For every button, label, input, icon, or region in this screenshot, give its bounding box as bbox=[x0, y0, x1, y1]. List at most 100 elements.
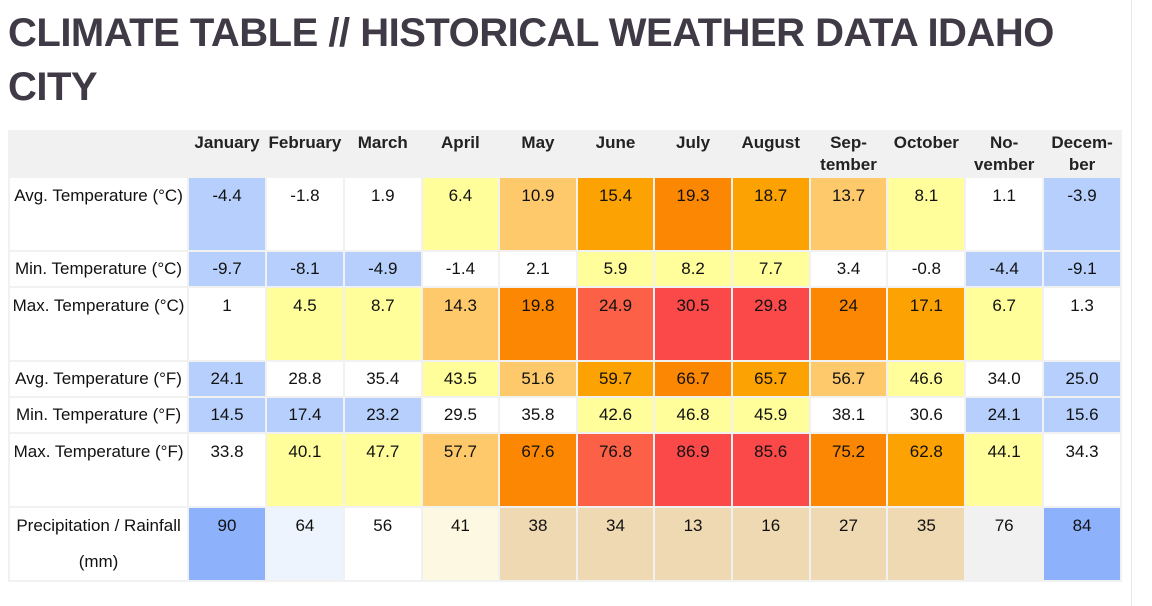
page-edge-divider bbox=[1131, 0, 1132, 606]
value-cell: -0.8 bbox=[888, 252, 965, 286]
value-cell: 75.2 bbox=[810, 434, 887, 506]
value-cell: 3.4 bbox=[810, 252, 887, 286]
value-cell: 23.2 bbox=[344, 398, 421, 432]
value-cell: 27 bbox=[810, 508, 887, 580]
value-cell: 76 bbox=[966, 508, 1043, 580]
row-label: Max. Temperature (°F) bbox=[10, 434, 188, 506]
value-cell: 38.1 bbox=[810, 398, 887, 432]
month-header: October bbox=[888, 132, 965, 176]
month-header: January bbox=[189, 132, 265, 176]
value-cell: 29.5 bbox=[422, 398, 499, 432]
value-cell: 67.6 bbox=[500, 434, 576, 506]
value-cell: 84 bbox=[1044, 508, 1120, 580]
month-header: August bbox=[732, 132, 809, 176]
climate-row: Avg. Temperature (°F) 24.1 28.8 35.4 43.5 51.… bbox=[10, 362, 1120, 396]
value-cell: 1 bbox=[189, 288, 265, 360]
value-cell: 66.7 bbox=[655, 362, 731, 396]
row-label: Avg. Temperature (°C) bbox=[10, 178, 188, 250]
value-cell: 16 bbox=[732, 508, 809, 580]
value-cell: 44.1 bbox=[966, 434, 1043, 506]
value-cell: 25.0 bbox=[1044, 362, 1120, 396]
value-cell: 24.9 bbox=[577, 288, 654, 360]
value-cell: 43.5 bbox=[422, 362, 499, 396]
climate-row: Min. Temperature (°F) 14.5 17.4 23.2 29.5 35.… bbox=[10, 398, 1120, 432]
value-cell: 62.8 bbox=[888, 434, 965, 506]
value-cell: 15.6 bbox=[1044, 398, 1120, 432]
value-cell: 13.7 bbox=[810, 178, 887, 250]
value-cell: 30.5 bbox=[655, 288, 731, 360]
value-cell: 24.1 bbox=[189, 362, 265, 396]
climate-table: January February March April May June Ju… bbox=[8, 130, 1122, 582]
value-cell: 1.1 bbox=[966, 178, 1043, 250]
value-cell: -3.9 bbox=[1044, 178, 1120, 250]
value-cell: 19.3 bbox=[655, 178, 731, 250]
month-header: June bbox=[577, 132, 654, 176]
row-label: Avg. Temperature (°F) bbox=[10, 362, 188, 396]
climate-row: Min. Temperature (°C) -9.7 -8.1 -4.9 -1.4 2.1… bbox=[10, 252, 1120, 286]
value-cell: 65.7 bbox=[732, 362, 809, 396]
value-cell: 85.6 bbox=[732, 434, 809, 506]
row-label: Max. Temperature (°C) bbox=[10, 288, 188, 360]
value-cell: -9.7 bbox=[189, 252, 265, 286]
value-cell: 34 bbox=[577, 508, 654, 580]
month-header: July bbox=[655, 132, 731, 176]
month-header: No- vember bbox=[966, 132, 1043, 176]
climate-row: Precipitation / Rainfall (mm) 90 64 56 41 38 3… bbox=[10, 508, 1120, 580]
value-cell: 35.4 bbox=[344, 362, 421, 396]
value-cell: 8.7 bbox=[344, 288, 421, 360]
month-header: May bbox=[500, 132, 576, 176]
month-header-row: January February March April May June Ju… bbox=[10, 132, 1120, 176]
month-header: April bbox=[422, 132, 499, 176]
value-cell: 18.7 bbox=[732, 178, 809, 250]
value-cell: 76.8 bbox=[577, 434, 654, 506]
page-title: CLIMATE TABLE // HISTORICAL WEATHER DATA… bbox=[8, 11, 1054, 109]
value-cell: 7.7 bbox=[732, 252, 809, 286]
value-cell: 35.8 bbox=[500, 398, 576, 432]
value-cell: 57.7 bbox=[422, 434, 499, 506]
row-label: Min. Temperature (°F) bbox=[10, 398, 188, 432]
value-cell: 6.4 bbox=[422, 178, 499, 250]
value-cell: 24.1 bbox=[966, 398, 1043, 432]
value-cell: 1.3 bbox=[1044, 288, 1120, 360]
value-cell: -9.1 bbox=[1044, 252, 1120, 286]
value-cell: 46.6 bbox=[888, 362, 965, 396]
climate-row: Max. Temperature (°C) 1 4.5 8.7 14.3 19.8 24.9… bbox=[10, 288, 1120, 360]
value-cell: 40.1 bbox=[266, 434, 343, 506]
value-cell: -4.4 bbox=[966, 252, 1043, 286]
value-cell: 34.0 bbox=[966, 362, 1043, 396]
row-label: Min. Temperature (°C) bbox=[10, 252, 188, 286]
value-cell: 42.6 bbox=[577, 398, 654, 432]
value-cell: 56.7 bbox=[810, 362, 887, 396]
value-cell: 29.8 bbox=[732, 288, 809, 360]
value-cell: 45.9 bbox=[732, 398, 809, 432]
value-cell: 13 bbox=[655, 508, 731, 580]
value-cell: 19.8 bbox=[500, 288, 576, 360]
value-cell: 2.1 bbox=[500, 252, 576, 286]
value-cell: 24 bbox=[810, 288, 887, 360]
value-cell: 51.6 bbox=[500, 362, 576, 396]
month-header: Sep- tember bbox=[810, 132, 887, 176]
value-cell: 90 bbox=[189, 508, 265, 580]
row-label: Precipitation / Rainfall (mm) bbox=[10, 508, 188, 580]
value-cell: 15.4 bbox=[577, 178, 654, 250]
value-cell: 17.1 bbox=[888, 288, 965, 360]
climate-row: Avg. Temperature (°C) -4.4 -1.8 1.9 6.4 10.9 1… bbox=[10, 178, 1120, 250]
value-cell: 28.8 bbox=[266, 362, 343, 396]
value-cell: 14.3 bbox=[422, 288, 499, 360]
value-cell: -8.1 bbox=[266, 252, 343, 286]
value-cell: 1.9 bbox=[344, 178, 421, 250]
value-cell: 8.2 bbox=[655, 252, 731, 286]
value-cell: 4.5 bbox=[266, 288, 343, 360]
value-cell: 10.9 bbox=[500, 178, 576, 250]
value-cell: 8.1 bbox=[888, 178, 965, 250]
month-header: March bbox=[344, 132, 421, 176]
value-cell: 64 bbox=[266, 508, 343, 580]
value-cell: -1.4 bbox=[422, 252, 499, 286]
value-cell: 6.7 bbox=[966, 288, 1043, 360]
value-cell: 33.8 bbox=[189, 434, 265, 506]
value-cell: -1.8 bbox=[266, 178, 343, 250]
month-header: February bbox=[266, 132, 343, 176]
value-cell: -4.9 bbox=[344, 252, 421, 286]
value-cell: 14.5 bbox=[189, 398, 265, 432]
value-cell: 86.9 bbox=[655, 434, 731, 506]
